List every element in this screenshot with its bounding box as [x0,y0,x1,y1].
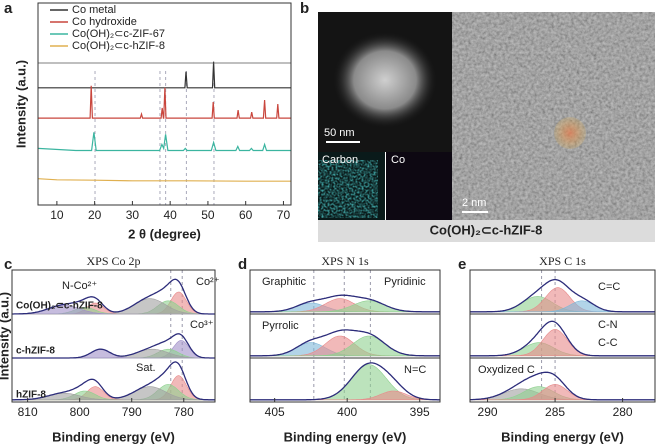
series-line [37,178,291,182]
caption: Co(OH)₂⊂c-hZIF-8 [430,222,543,237]
envelope [250,329,440,357]
panel-label: a [4,0,13,17]
envelope [470,320,655,357]
x-tick-label: 280 [613,405,633,419]
x-tick-label: 50 [201,208,215,222]
annotation: Co²⁺ [196,276,220,288]
sample-label: hZIF-8 [16,390,46,401]
x-tick-label: 10 [50,208,64,222]
envelope [12,361,215,401]
fit-component [470,329,655,357]
x-tick-label: 780 [174,405,194,419]
x-tick-label: 800 [70,405,90,419]
x-tick-label: 285 [545,405,565,419]
legend-label: Co(OH)₂⊂c-ZIF-67 [72,28,165,40]
x-tick-label: 60 [239,208,253,222]
x-tick-label: 400 [337,405,357,419]
particle [333,32,437,128]
legend-label: Co metal [72,4,116,16]
annotation: Pyrrolic [262,320,299,332]
envelope [12,278,215,315]
envelope [470,371,655,401]
highlight [554,117,586,149]
envelope [250,294,440,313]
plot-frame [37,2,292,206]
hrtem-texture [452,12,655,220]
legend-label: Co(OH)₂⊂c-hZIF-8 [72,40,165,52]
panel-title: XPS Co 2p [86,254,140,268]
annotation: N-Co²⁺ [62,280,97,292]
scale-label: 2 nm [462,197,486,209]
x-tick-label: 405 [265,405,285,419]
carbon-map-texture [318,160,378,218]
map-label: Co [391,154,405,166]
series-line [38,61,291,89]
image-panel: 50 nm Carbon Co 2 nm Co(OH)₂⊂c-hZIF-8 [318,12,655,242]
annotation: C-C [598,337,618,349]
map-label: Carbon [322,154,358,166]
sample-label: c-hZIF-8 [16,346,55,357]
annotation: C-N [598,319,618,331]
annotation: N=C [404,364,426,376]
x-tick-label: 790 [122,405,142,419]
y-axis-title: Intensity (a.u.) [0,292,11,380]
x-tick-label: 40 [163,208,177,222]
co-map [386,152,452,220]
scale-label: 50 nm [324,127,355,139]
x-axis-title: 2 θ (degree) [128,226,201,241]
sample-label: Co(OH)₂⊂c-hZIF-8 [16,301,103,312]
annotation: Sat. [136,362,156,374]
envelope [250,362,440,401]
x-tick-label: 395 [410,405,430,419]
panel-title: XPS C 1s [539,254,586,268]
annotation: Graphitic [262,276,307,288]
annotation: Pyridinic [384,276,426,288]
x-axis-title: Binding energy (eV) [284,429,407,444]
panel-label: c [4,256,12,273]
caption-bar [318,220,655,242]
panel-label: d [238,256,247,273]
x-tick-label: 20 [88,208,102,222]
annotation: Oxydized C [478,364,535,376]
series-line [38,85,291,119]
plot-frame [11,269,216,403]
legend-label: Co hydroxide [72,16,137,28]
panel-label: b [300,0,309,17]
x-axis-title: Binding energy (eV) [52,429,175,444]
annotation: Co³⁺ [190,319,214,331]
panel-title: XPS N 1s [321,254,369,268]
panel-label: e [458,256,466,273]
x-tick-label: 290 [478,405,498,419]
annotation: C=C [598,281,620,293]
envelope [12,333,215,359]
plot-frame [249,269,441,403]
series-line [37,132,291,152]
fit-component [470,287,655,313]
envelope [470,278,655,313]
plot-frame [469,269,656,403]
x-tick-label: 70 [277,208,291,222]
x-tick-label: 30 [126,208,140,222]
x-tick-label: 810 [18,405,38,419]
y-axis-title: Intensity (a.u.) [13,60,28,148]
x-axis-title: Binding energy (eV) [501,429,624,444]
